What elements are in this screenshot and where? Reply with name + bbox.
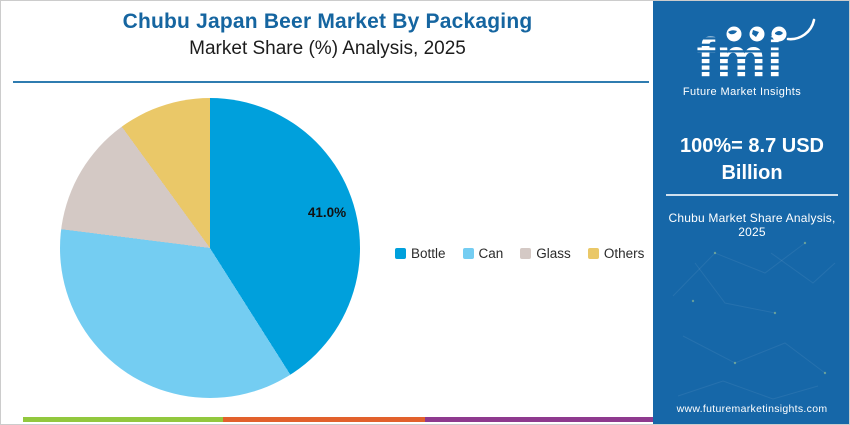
legend-swatch-others (587, 248, 599, 259)
legend-item-can: Can (462, 246, 504, 261)
chart-subtitle: Market Share (%) Analysis, 2025 (189, 38, 466, 59)
logo-arc (786, 18, 816, 41)
footer-accent-bar (23, 417, 653, 422)
header-divider (13, 81, 649, 83)
fmi-logo-tagline: Future Market Insights (682, 86, 802, 98)
legend-label-others: Others (603, 246, 645, 261)
legend-label-bottle: Bottle (411, 246, 446, 261)
legend-swatch-glass (520, 248, 532, 259)
legend-item-bottle: Bottle (395, 246, 446, 261)
legend-swatch-can (462, 248, 474, 259)
pie-chart (60, 98, 360, 398)
brand-panel: fmi Future Market Insights 100%= 8.7 USD… (653, 1, 849, 424)
legend-item-glass: Glass (520, 246, 571, 261)
legend-label-can: Can (478, 246, 504, 261)
website-url: www.futuremarketinsights.com (676, 403, 828, 415)
legend-swatch-bottle (395, 248, 406, 259)
market-size-stat-line1: 100%= 8.7 USD (680, 135, 824, 157)
footer-bar-segment (223, 417, 425, 422)
footer-bar-segment (23, 417, 223, 422)
fmi-logo-graphic: fmi (697, 18, 816, 89)
legend-item-others: Others (587, 246, 645, 261)
legend-label-glass: Glass (536, 246, 571, 261)
market-size-stat: 100%= 8.7 USD Billion (653, 133, 849, 187)
pie-slice-label-bottle: 41.0% (307, 205, 347, 220)
footer-bar-segment (425, 417, 653, 422)
chart-title: Chubu Japan Beer Market By Packaging (122, 10, 533, 33)
fmi-logo-text: fmi (697, 26, 784, 85)
panel-caption: Chubu Market Share Analysis, 2025 (668, 211, 836, 239)
chart-legend: Bottle Can Glass Others (395, 246, 644, 261)
chart-area: Chubu Japan Beer Market By Packaging Mar… (1, 1, 654, 424)
market-size-stat-line2: Billion (721, 162, 783, 184)
fmi-logo: fmi Future Market Insights (667, 7, 817, 98)
panel-divider (666, 194, 838, 196)
globe-icons (726, 26, 787, 42)
